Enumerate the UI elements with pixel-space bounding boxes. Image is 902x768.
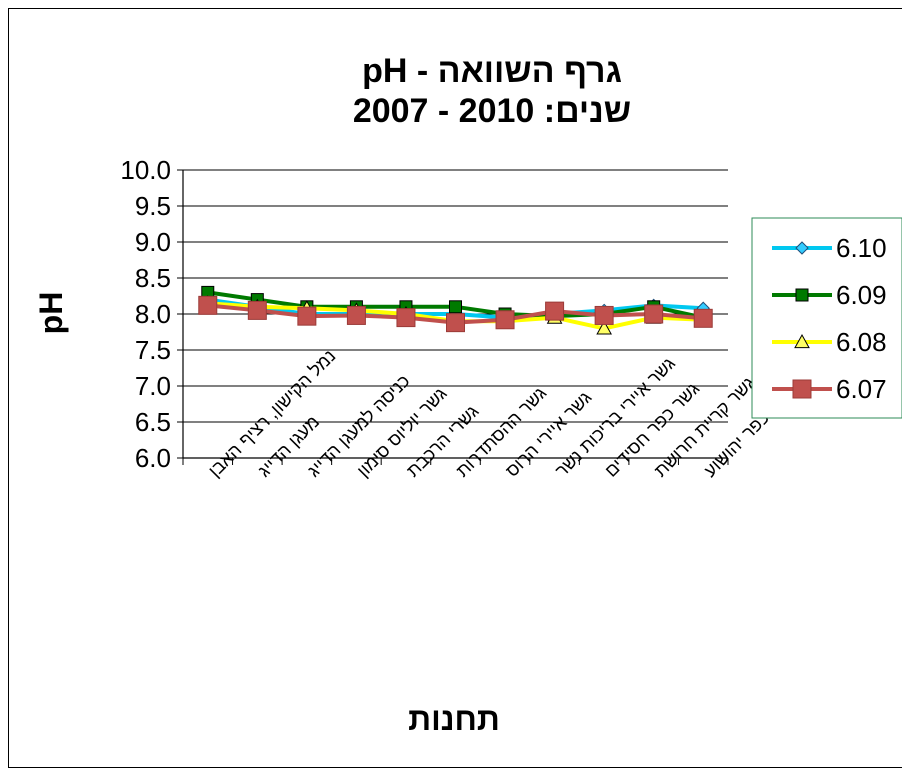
chart-title-line2: שנים: 2010 - 2007 [353,92,631,130]
data-point [693,308,713,328]
y-tick-label: 10.0 [120,155,171,185]
legend-label: 6.07 [836,374,887,404]
legend-marker [795,288,809,302]
y-tick-label: 8.0 [135,299,171,329]
data-point [495,310,515,330]
data-point [247,300,267,320]
data-point [449,300,462,314]
x-category-label: גשר איירי הרוס [502,387,596,481]
data-point [594,305,614,325]
y-axis-label: pH [33,292,69,335]
legend-label: 6.08 [836,327,887,357]
data-point [446,313,465,333]
y-tick-label: 7.0 [135,371,171,401]
legend-marker [794,333,810,349]
legend-box [751,217,902,419]
chart-title-line1: גרף השוואה - pH [362,52,622,90]
y-tick-label: 9.5 [135,191,171,221]
y-tick-label: 8.5 [135,263,171,293]
data-point [545,301,565,321]
data-point [346,305,366,325]
y-tick-label: 6.5 [135,407,171,437]
data-point [297,306,317,326]
y-tick-label: 6.0 [135,443,171,473]
legend-label: 6.10 [836,233,887,263]
legend: 6.10 6.09 6.08 6.07 [751,217,902,419]
x-axis-label: תחנות [408,701,500,737]
data-point [198,295,218,315]
data-point [644,304,664,324]
data-point [396,308,416,328]
legend-marker [792,379,812,399]
y-tick-label: 7.5 [135,335,171,365]
legend-marker [795,241,809,255]
y-tick-label: 9.0 [135,227,171,257]
data-point [596,320,612,335]
legend-label: 6.09 [836,280,887,310]
